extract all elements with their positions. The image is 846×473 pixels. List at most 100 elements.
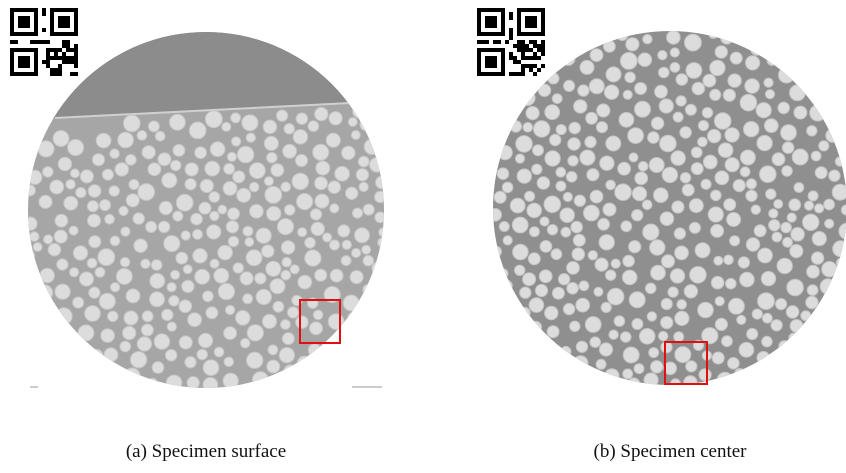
fiber <box>95 132 112 149</box>
qr-module <box>50 48 54 52</box>
fiber <box>337 224 351 238</box>
fiber <box>236 187 252 203</box>
fiber <box>757 292 775 311</box>
region-box <box>664 341 708 385</box>
fiber <box>371 260 384 277</box>
fiber <box>768 219 781 232</box>
qr-module <box>517 60 521 64</box>
fiber <box>605 179 616 191</box>
fiber <box>756 134 773 152</box>
fiber <box>363 138 381 155</box>
qr-module <box>66 40 70 44</box>
qr-module <box>521 48 525 52</box>
fiber <box>789 84 806 102</box>
qr-module <box>62 52 66 56</box>
fiber <box>205 306 219 320</box>
caption: (a) Specimen surface <box>126 441 286 462</box>
fiber <box>669 47 680 58</box>
fiber <box>588 78 605 95</box>
fiber <box>568 121 582 135</box>
qr-module <box>58 56 62 60</box>
fiber <box>750 41 765 56</box>
fiber <box>599 155 615 171</box>
fiber <box>261 244 275 258</box>
qr-module <box>533 56 537 60</box>
fiber <box>283 204 296 216</box>
fiber <box>196 348 208 361</box>
fiber <box>707 128 722 144</box>
qr-module <box>525 48 529 52</box>
qr-module <box>54 68 58 72</box>
fiber <box>265 260 282 277</box>
fiber <box>120 226 131 237</box>
micrograph-frame <box>28 31 846 388</box>
fiber <box>304 249 322 267</box>
fiber <box>204 160 221 177</box>
fiber <box>710 223 725 238</box>
fiber <box>100 328 115 344</box>
fiber <box>751 308 763 320</box>
fiber <box>638 328 656 345</box>
fiber <box>355 168 370 182</box>
fiber <box>181 279 195 294</box>
fiber <box>770 319 783 332</box>
fiber <box>765 188 777 200</box>
fiber <box>660 297 673 311</box>
fiber <box>161 172 178 189</box>
fiber <box>108 185 120 197</box>
fiber <box>249 203 264 219</box>
fiber <box>226 151 237 162</box>
fiber <box>771 231 783 243</box>
fiber <box>793 105 808 120</box>
fiber <box>628 240 642 254</box>
fiber <box>514 153 526 164</box>
qr-module <box>34 40 38 44</box>
fiber <box>722 88 737 102</box>
fiber <box>202 376 219 388</box>
fiber <box>805 295 819 310</box>
fiber <box>524 190 536 202</box>
qr-module <box>521 56 525 60</box>
fiber <box>688 221 702 234</box>
fiber <box>528 297 545 313</box>
fiber <box>789 244 804 259</box>
fiber <box>351 247 362 259</box>
fiber <box>807 190 819 202</box>
fiber <box>87 184 102 198</box>
fiber <box>147 120 160 133</box>
fiber <box>814 166 828 180</box>
fiber <box>702 154 718 170</box>
fiber <box>178 299 193 314</box>
fiber <box>109 282 121 293</box>
fiber <box>170 269 181 280</box>
fiber <box>125 193 140 208</box>
fiber <box>671 200 685 214</box>
fiber <box>746 327 759 341</box>
fiber <box>603 84 620 100</box>
fiber <box>261 313 278 329</box>
fiber <box>281 256 293 268</box>
fiber <box>660 316 674 330</box>
fiber <box>727 357 740 370</box>
fiber <box>496 167 510 180</box>
fiber <box>621 269 638 286</box>
fiber <box>65 179 76 190</box>
qr-module <box>497 40 501 44</box>
qr-module <box>537 56 541 60</box>
fiber <box>578 280 590 292</box>
qr-module <box>42 60 46 64</box>
qr-module <box>70 60 74 64</box>
fiber <box>35 284 54 302</box>
fiber <box>345 186 359 201</box>
fiber <box>141 310 154 323</box>
qr-module <box>485 40 489 44</box>
fiber <box>627 127 644 145</box>
fiber <box>202 359 220 377</box>
qr-module <box>525 64 529 68</box>
qr-module <box>513 56 517 60</box>
fiber <box>622 89 633 100</box>
fiber <box>745 189 758 203</box>
fiber <box>262 119 278 135</box>
fiber <box>527 252 541 266</box>
